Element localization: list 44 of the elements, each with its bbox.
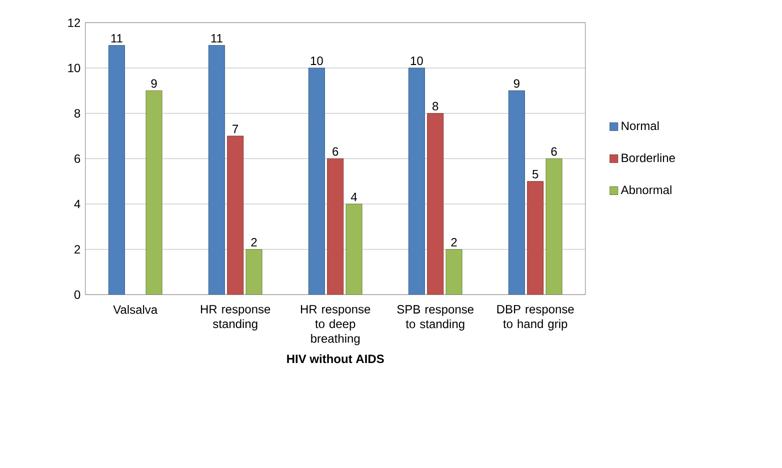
y-tick-label: 2 [74, 245, 80, 254]
bar [308, 68, 325, 295]
data-label: 8 [432, 102, 438, 110]
data-label: 9 [514, 79, 520, 88]
bar [408, 68, 425, 295]
x-tick-label: HR response to deep breathing [300, 305, 370, 346]
bar [446, 249, 462, 295]
data-label: 7 [232, 124, 238, 134]
y-tick-label: 6 [74, 154, 80, 163]
bar [546, 158, 562, 295]
data-label: 10 [310, 56, 323, 66]
data-label: 9 [151, 79, 157, 88]
bar [108, 45, 125, 295]
bar [527, 181, 544, 295]
legend-label: Borderline [622, 153, 675, 162]
bar [246, 249, 262, 295]
bar [227, 136, 244, 295]
x-tick-label: DBP response to hand grip [497, 305, 574, 330]
y-tick-label: 0 [74, 290, 80, 299]
data-label: 6 [551, 147, 557, 156]
y-tick-label: 10 [68, 64, 80, 72]
data-label: 2 [451, 238, 457, 246]
x-tick-label: Valsalva [113, 305, 158, 314]
y-tick-label: 12 [68, 18, 80, 27]
legend-label: Normal [622, 121, 659, 130]
bar [346, 204, 362, 295]
bar [327, 158, 344, 295]
bar [146, 90, 162, 295]
data-label: 2 [251, 238, 257, 246]
x-axis-title: HIV without AIDS [287, 354, 384, 364]
bar [427, 113, 444, 295]
bar [508, 90, 525, 295]
data-label: 4 [350, 192, 357, 202]
data-label: 11 [111, 34, 122, 42]
y-tick-label: 4 [74, 200, 80, 208]
data-label: 6 [332, 147, 338, 156]
x-tick-label: HR response standing [200, 305, 270, 330]
data-label: 11 [211, 34, 222, 42]
data-label: 5 [532, 170, 538, 178]
y-tick-label: 8 [74, 109, 80, 118]
x-tick-label: SPB response to standing [397, 305, 474, 331]
bar [208, 45, 225, 295]
data-label: 10 [410, 56, 423, 66]
legend-label: Abnormal [620, 185, 672, 194]
